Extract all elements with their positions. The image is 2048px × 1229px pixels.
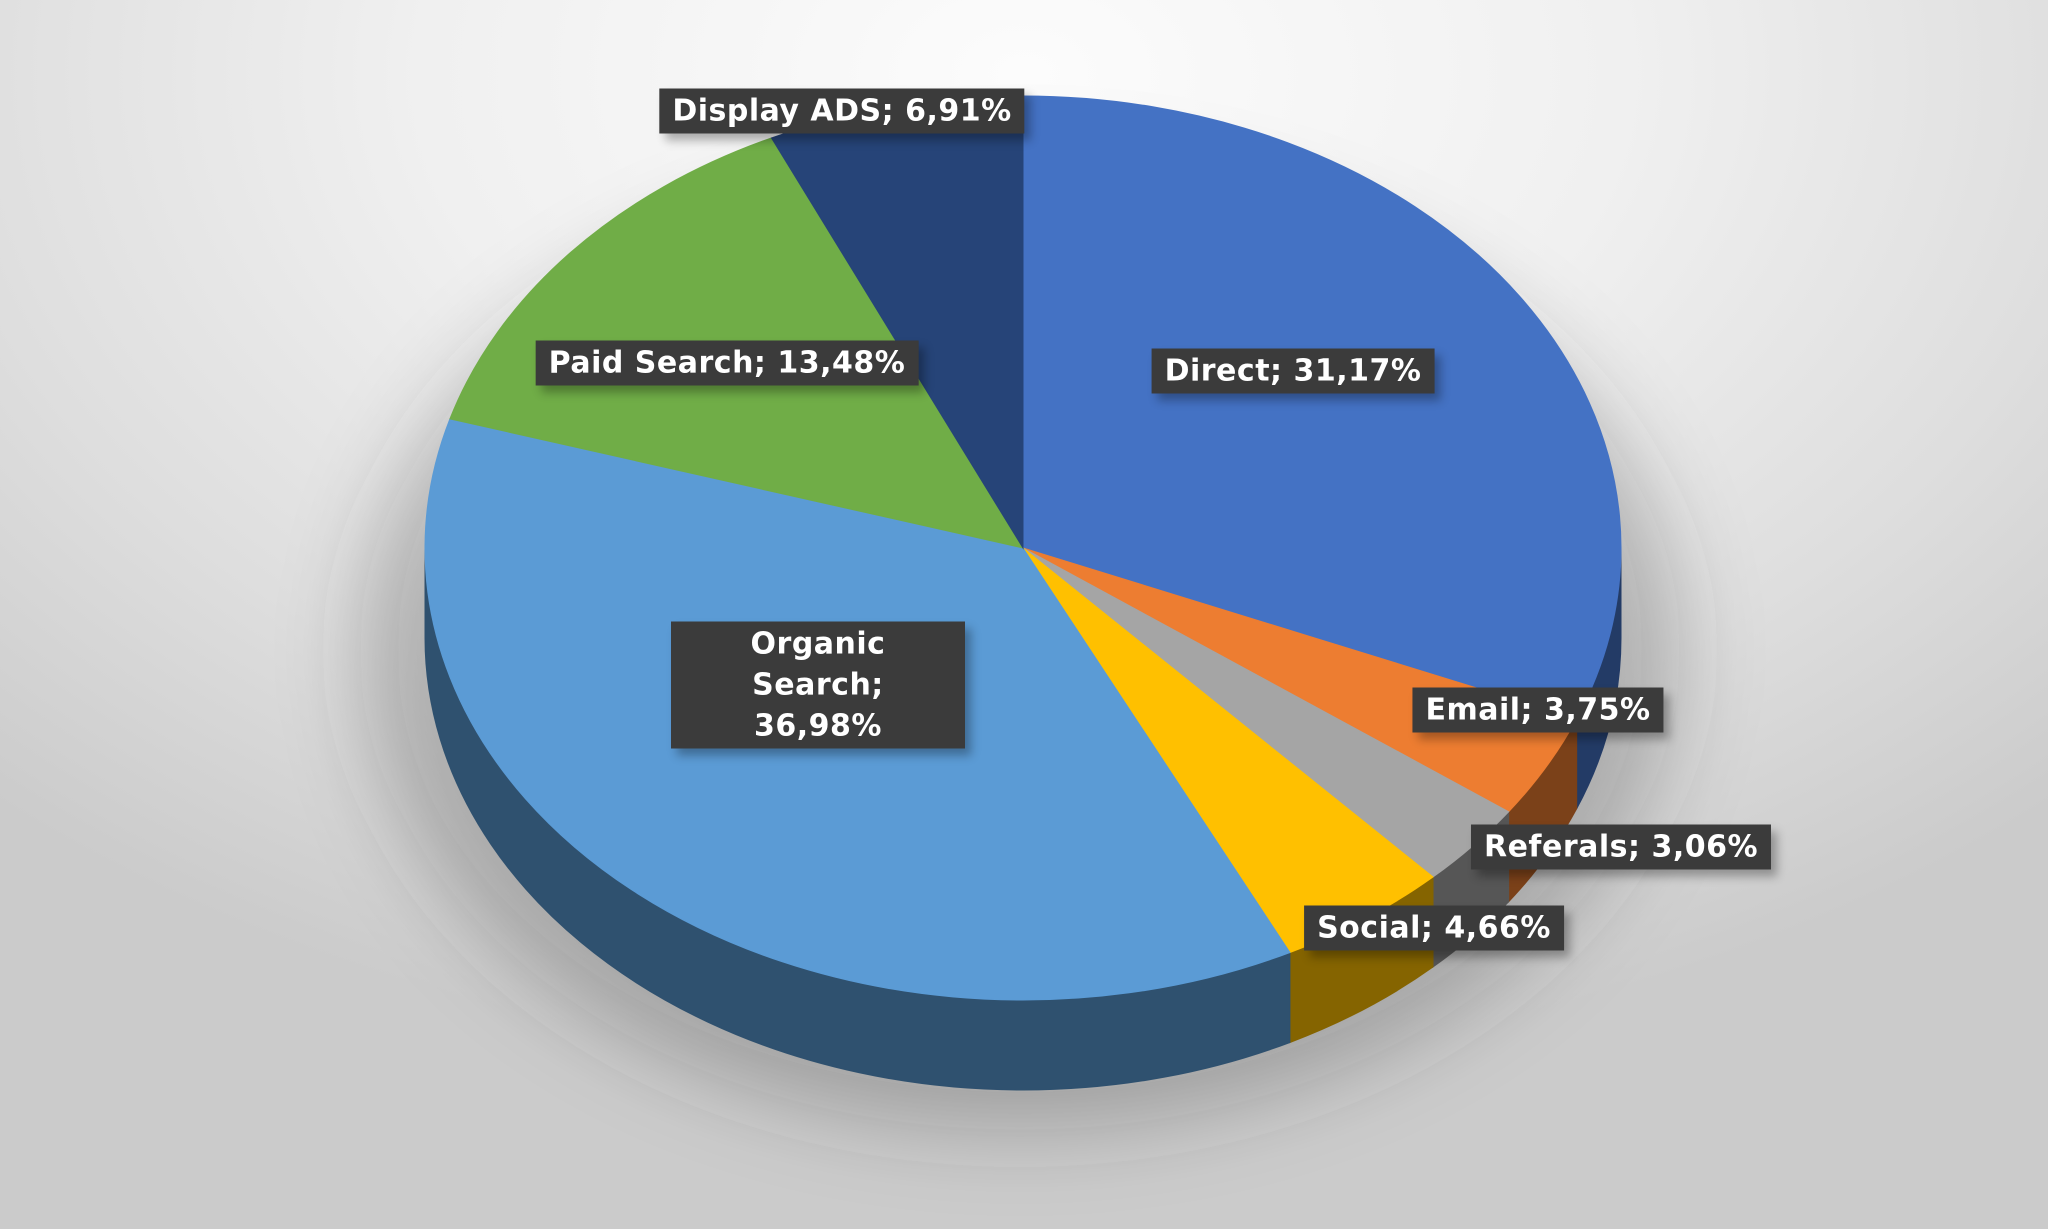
- pie-top-faces: [424, 95, 1622, 1001]
- pie-slice-direct: [1022, 95, 1622, 720]
